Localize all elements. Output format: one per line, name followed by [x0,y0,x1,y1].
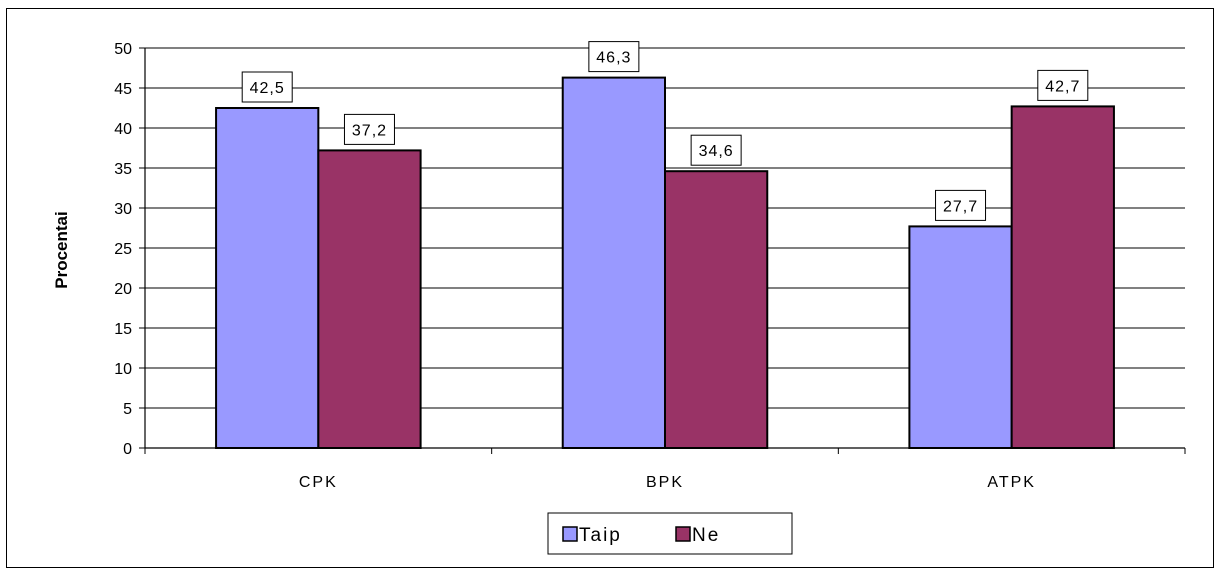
axes: 0 5 10 15 20 25 30 35 40 45 50 CPK BPK ATPK [114,41,1186,491]
legend-box [547,512,793,555]
legend-swatch-ne [675,526,691,542]
bar-taip-cpk [215,107,320,449]
bar-ne-cpk [317,149,422,449]
legend-label-taip: Taip [579,525,622,546]
y-tick-label: 40 [114,121,132,138]
data-label-box [343,113,395,145]
bar-taip-atpk [908,225,1013,449]
legend-swatch-taip [562,526,578,542]
data-label: 34,6 [699,143,734,160]
data-label: 37,2 [352,122,387,139]
y-axis-title: Procentai [52,211,71,288]
bar-ne-atpk [1010,105,1115,450]
data-labels: 42,5 37,2 46,3 34,6 27,7 42,7 [241,41,1089,221]
data-label-box [1037,69,1089,101]
y-tick-label: 0 [123,441,132,458]
data-label: 42,5 [250,80,285,97]
data-label-box [690,134,742,166]
data-label: 46,3 [596,50,631,67]
bar-taip-bpk [561,76,667,449]
legend: Taip Ne [547,512,793,555]
y-tick-label: 25 [114,241,132,258]
y-tick-label: 45 [114,81,132,98]
data-label-box [935,189,987,221]
data-label-box [588,41,640,73]
x-tick-label: ATPK [987,474,1036,491]
y-tick-label: 15 [114,321,132,338]
y-tick-label: 50 [114,41,132,58]
y-tick-label: 10 [114,361,132,378]
data-label: 42,7 [1045,78,1080,95]
x-tick-label: BPK [646,474,684,491]
y-tick-label: 30 [114,201,132,218]
data-label: 27,7 [943,198,978,215]
bar-ne-bpk [664,170,769,449]
y-tick-label: 5 [123,401,132,418]
data-label-box [241,71,293,103]
legend-label-ne: Ne [692,525,720,546]
y-tick-label: 35 [114,161,132,178]
y-tick-label: 20 [114,281,132,298]
x-tick-label: CPK [299,474,338,491]
